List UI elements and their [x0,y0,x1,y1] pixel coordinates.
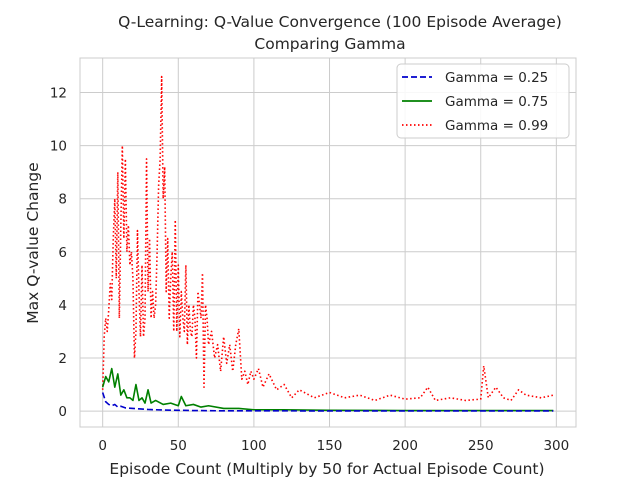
x-tick-label: 100 [241,438,267,454]
x-tick-label: 50 [170,438,187,454]
x-tick-label: 300 [543,438,569,454]
legend-label-1: Gamma = 0.75 [445,94,548,110]
chart-title-line1: Q-Learning: Q-Value Convergence (100 Epi… [118,13,562,31]
x-tick-label: 0 [98,438,107,454]
y-tick-label: 12 [50,86,67,102]
y-tick-label: 2 [58,351,67,367]
y-tick-label: 10 [50,139,67,155]
series-line-1 [101,367,554,412]
y-axis-label: Max Q-value Change [24,162,42,323]
series-lines [101,75,554,412]
x-tick-label: 200 [392,438,418,454]
grid-lines [80,58,576,427]
legend-frame [396,63,570,139]
chart-title-line2: Comparing Gamma [254,35,405,53]
x-axis-label: Episode Count (Multiply by 50 for Actual… [109,460,544,478]
legend-label-0: Gamma = 0.25 [445,70,548,86]
legend-label-2: Gamma = 0.99 [445,118,548,134]
x-tick-label: 150 [317,438,343,454]
y-tick-label: 4 [58,298,67,314]
plot-area-frame [79,57,577,428]
legend-entries: Gamma = 0.25 Gamma = 0.75 Gamma = 0.99 [402,70,548,134]
x-tick-labels: 0 50 100 150 200 250 300 [98,438,569,454]
legend: Gamma = 0.25 Gamma = 0.75 Gamma = 0.99 [396,63,570,139]
y-tick-labels: 0 2 4 6 8 10 12 [50,86,67,421]
y-tick-label: 8 [58,192,67,208]
y-tick-label: 0 [58,404,67,420]
y-tick-label: 6 [58,245,67,261]
x-tick-label: 250 [468,438,494,454]
